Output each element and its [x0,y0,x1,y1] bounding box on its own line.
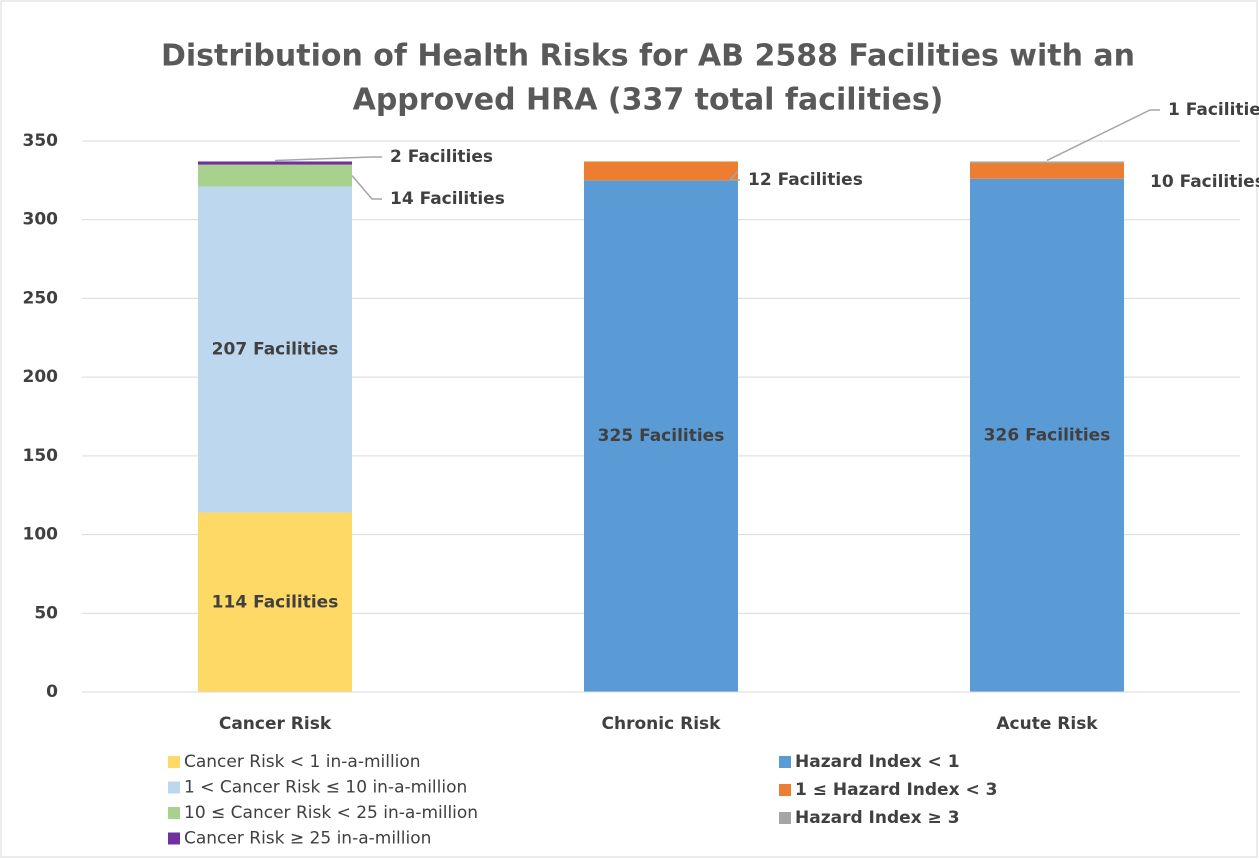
y-tick-label: 50 [34,603,58,623]
legend-swatch [779,784,791,796]
x-tick-label: Cancer Risk [219,714,332,734]
bar-segment [970,178,1124,693]
data-label: 14 Facilities [390,189,505,209]
y-tick-label: 300 [23,210,59,230]
legend-label: 1 ≤ Hazard Index < 3 [795,780,997,800]
leader-line [274,156,382,162]
leader-line [1046,109,1160,162]
legend-swatch [779,812,791,824]
data-label: 207 Facilities [212,340,339,360]
y-tick-label: 250 [23,288,59,308]
bar-segment [198,512,352,692]
chart-title: Approved HRA (337 total facilities) [353,83,944,118]
chart-title: Distribution of Health Risks for AB 2588… [161,39,1135,74]
legend-swatch [779,756,791,768]
leader-line [351,175,382,200]
legend-swatch [168,781,180,794]
bar-segment [584,161,738,181]
data-label: 114 Facilities [212,592,339,612]
bar-segment [970,163,1124,179]
data-label: 326 Facilities [984,425,1111,445]
y-tick-label: 350 [23,131,59,151]
x-tick-label: Chronic Risk [602,714,722,734]
legend-label: 10 ≤ Cancer Risk < 25 in-a-million [184,803,478,823]
x-tick-label: Acute Risk [996,714,1098,734]
legend-label: Hazard Index ≥ 3 [795,808,960,828]
legend-label: Hazard Index < 1 [795,752,960,772]
y-tick-label: 100 [23,525,59,545]
bar-segment [584,180,738,692]
bar-segment [198,164,352,187]
data-label: 2 Facilities [390,147,493,167]
legend-swatch [168,756,180,768]
y-tick-label: 150 [23,446,59,466]
legend-label: Cancer Risk < 1 in-a-million [184,752,421,772]
data-label: 325 Facilities [598,426,725,446]
bar-segment [198,161,352,165]
data-label: 10 Facilities [1150,172,1259,192]
data-label: 12 Facilities [748,170,863,190]
legend-label: 1 < Cancer Risk ≤ 10 in-a-million [184,778,467,798]
leader-line [728,170,740,181]
bar-segment [970,161,1124,164]
data-label: 1 Facilities [1168,100,1259,120]
legend-swatch [168,807,180,819]
bar-segment [198,186,352,513]
y-tick-label: 0 [46,682,58,702]
y-tick-label: 200 [23,367,59,387]
legend-swatch [168,832,180,845]
legend-label: Cancer Risk ≥ 25 in-a-million [184,829,431,849]
